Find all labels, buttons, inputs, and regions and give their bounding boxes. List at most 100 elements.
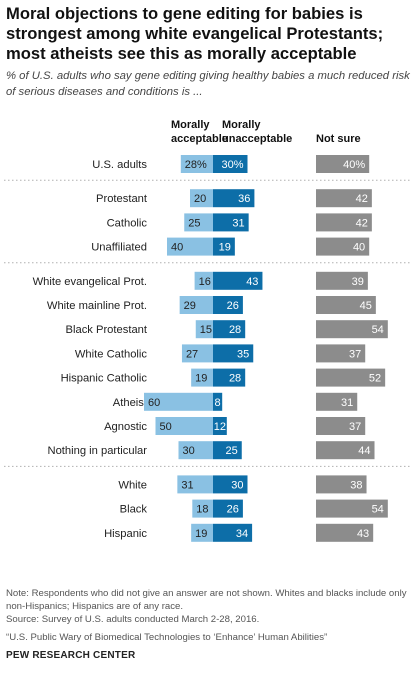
row-label: Hispanic Catholic	[61, 373, 148, 385]
value-not-sure: 37	[349, 421, 361, 433]
bar-not-sure	[316, 368, 386, 387]
stacked-bar-chart: Morally acceptable Morally unacceptable Not …	[4, 119, 411, 542]
value-acceptable: 31	[181, 479, 193, 491]
value-not-sure: 37	[349, 348, 361, 360]
bar-unacceptable	[213, 368, 246, 387]
bar-acceptable	[167, 237, 213, 256]
footer-report: “U.S. Public Wary of Biomedical Technolo…	[6, 632, 328, 643]
bar-not-sure	[316, 523, 374, 542]
bar-unacceptable	[213, 320, 246, 339]
value-not-sure: 43	[357, 528, 369, 540]
value-not-sure: 54	[372, 324, 384, 336]
row-label: Nothing in particular	[48, 445, 148, 457]
value-acceptable: 18	[196, 504, 208, 516]
value-acceptable: 29	[184, 300, 196, 312]
bar-not-sure	[316, 475, 367, 494]
row-label: Catholic	[107, 217, 148, 229]
value-unacceptable: 19	[219, 242, 231, 254]
bar-not-sure	[316, 189, 372, 208]
bar-unacceptable	[213, 155, 248, 173]
footer-source: Source: Survey of U.S. adults conducted …	[6, 614, 260, 625]
value-unacceptable: 28	[229, 373, 241, 385]
value-unacceptable: 25	[226, 445, 238, 457]
value-acceptable: 40	[171, 242, 183, 254]
bar-not-sure	[316, 344, 366, 363]
value-unacceptable: 12	[214, 421, 226, 433]
bar-acceptable	[180, 155, 213, 173]
value-not-sure: 31	[341, 397, 353, 409]
value-acceptable: 60	[148, 397, 160, 409]
value-not-sure: 42	[356, 217, 368, 229]
value-acceptable: 19	[195, 528, 207, 540]
bar-acceptable	[177, 475, 213, 494]
bar-acceptable	[194, 271, 213, 290]
bar-unacceptable	[213, 523, 253, 542]
bar-not-sure	[316, 155, 370, 173]
bar-acceptable	[179, 296, 213, 314]
bar-acceptable	[178, 441, 213, 460]
value-unacceptable: 30%	[221, 159, 243, 171]
bar-acceptable	[190, 189, 213, 208]
bar-not-sure	[316, 441, 375, 460]
value-not-sure: 40%	[343, 159, 365, 171]
value-not-sure: 45	[360, 300, 372, 312]
row-label: White evangelical Prot.	[33, 276, 147, 288]
value-acceptable: 15	[200, 324, 212, 336]
value-not-sure: 52	[369, 373, 381, 385]
bar-unacceptable	[213, 271, 263, 290]
value-unacceptable: 26	[227, 504, 239, 516]
value-unacceptable: 31	[232, 217, 244, 229]
bar-unacceptable	[213, 237, 235, 256]
value-acceptable: 16	[199, 276, 211, 288]
bar-unacceptable	[213, 392, 223, 411]
value-unacceptable: 34	[236, 528, 248, 540]
bar-acceptable	[181, 344, 213, 363]
row-label: White mainline Prot.	[47, 300, 147, 312]
value-unacceptable: 30	[231, 479, 243, 491]
bar-unacceptable	[213, 417, 227, 435]
row-label: Black	[120, 504, 148, 516]
chart-title: Moral objections to gene editing for bab…	[6, 4, 384, 63]
row-label: Protestant	[96, 193, 148, 205]
bar-acceptable	[191, 523, 213, 542]
value-unacceptable: 8	[215, 397, 221, 409]
value-not-sure: 39	[352, 276, 364, 288]
bar-not-sure	[316, 213, 372, 232]
bar-unacceptable	[213, 189, 255, 208]
bar-acceptable	[144, 392, 213, 411]
bar-acceptable	[155, 417, 213, 435]
chart-subtitle: % of U.S. adults who say gene editing gi…	[6, 70, 410, 98]
value-acceptable: 20	[194, 193, 206, 205]
header-acceptable-line1: Morally	[171, 119, 210, 131]
bar-acceptable	[191, 368, 213, 387]
value-acceptable: 25	[188, 217, 200, 229]
value-acceptable: 19	[195, 373, 207, 385]
bar-unacceptable	[213, 441, 242, 460]
row-label: White Catholic	[75, 348, 148, 360]
header-acceptable-line2: acceptable	[171, 133, 228, 145]
bar-not-sure	[316, 271, 368, 290]
bar-acceptable	[195, 320, 213, 339]
row-label: Unaffiliated	[91, 242, 147, 254]
header-not-sure: Not sure	[316, 133, 361, 145]
value-unacceptable: 26	[227, 300, 239, 312]
value-acceptable: 30	[183, 445, 195, 457]
row-label: White	[118, 479, 147, 491]
bar-unacceptable	[213, 499, 243, 518]
value-not-sure: 38	[350, 479, 362, 491]
value-unacceptable: 28	[229, 324, 241, 336]
row-label: Hispanic	[104, 528, 147, 540]
row-label: U.S. adults	[92, 159, 147, 171]
row-label: Agnostic	[104, 421, 147, 433]
bar-unacceptable	[213, 296, 243, 314]
value-unacceptable: 35	[237, 348, 249, 360]
value-not-sure: 54	[372, 504, 384, 516]
bar-not-sure	[316, 296, 376, 314]
value-acceptable: 28%	[185, 159, 207, 171]
value-not-sure: 42	[356, 193, 368, 205]
bar-not-sure	[316, 499, 388, 518]
bar-not-sure	[316, 320, 388, 339]
bar-acceptable	[184, 213, 213, 232]
bar-not-sure	[316, 392, 358, 411]
value-not-sure: 40	[353, 242, 365, 254]
